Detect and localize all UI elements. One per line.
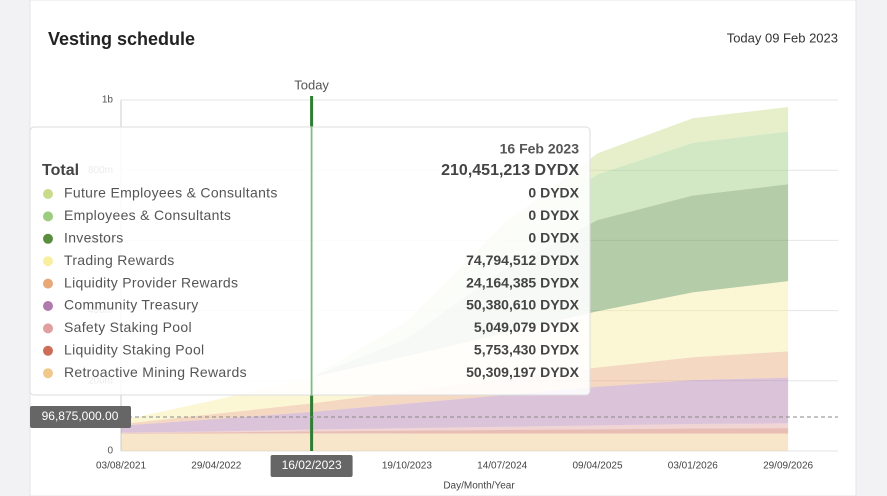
tooltip-value: 5,049,079 DYDX [474, 319, 580, 335]
legend-label: Retroactive Mining Rewards [64, 364, 247, 380]
area [121, 428, 789, 434]
tooltip [29, 126, 591, 396]
tooltip-value: 5,753,430 DYDX [474, 342, 580, 358]
legend-dot [43, 211, 53, 222]
tooltip-value: 24,164,385 DYDX [466, 274, 580, 290]
legend-label: Community Treasury [64, 297, 199, 313]
tooltip-value: 50,380,610 DYDX [466, 297, 580, 313]
x-tick-label: 29/04/2022 [191, 461, 241, 472]
y-tick-label: 0 [107, 446, 113, 457]
legend-dot [43, 368, 53, 379]
area [121, 107, 789, 421]
area [121, 184, 789, 421]
x-axis-label: Day/Month/Year [443, 481, 515, 492]
x-tick-label: 14/07/2024 [477, 461, 527, 472]
tooltip-value: 50,309,197 DYDX [466, 364, 580, 380]
legend-dot [43, 301, 53, 311]
crosshair-x-label: 16/02/2023 [282, 458, 342, 472]
tooltip-value: 74,794,512 DYDX [466, 252, 580, 268]
legend-dot [43, 256, 53, 267]
legend-label: Liquidity Staking Pool [64, 342, 204, 358]
x-tick-label: 09/04/2025 [572, 461, 622, 472]
legend-label: Future Employees & Consultants [64, 185, 278, 201]
overlay: Today 16 Feb 2023 Total 210,451,213 DYDX Ret… [29, 77, 838, 477]
tooltip-total-label: Total [42, 162, 79, 179]
legend-dot [43, 323, 53, 334]
crosshair-y-box [30, 405, 131, 428]
legend-dot [43, 278, 53, 289]
today-date: Today 09 Feb 2023 [727, 30, 838, 45]
legend-label: Trading Rewards [64, 252, 175, 268]
legend-dot [43, 345, 53, 356]
tooltip-value: 0 DYDX [528, 185, 579, 201]
legend-label: Liquidity Provider Rewards [64, 274, 238, 290]
x-tick-label: 29/09/2026 [763, 461, 813, 472]
tooltip-total: 210,451,213 DYDX [441, 162, 579, 179]
area [121, 131, 789, 421]
crosshair-x-box [270, 455, 353, 477]
legend-dot [43, 189, 53, 199]
today-label: Today [294, 77, 329, 92]
area [121, 433, 789, 451]
y-tick-label: 1b [102, 95, 114, 106]
x-tick-label: 03/08/2021 [96, 461, 146, 472]
crosshair-y-label: 96,875,000.00 [42, 409, 119, 423]
x-tick-label: 19/10/2023 [382, 461, 432, 472]
tooltip-date: 16 Feb 2023 [500, 141, 580, 157]
legend-label: Employees & Consultants [64, 207, 231, 223]
legend-dot [43, 233, 53, 244]
card-title: Vesting schedule [48, 29, 195, 49]
legend-label: Safety Staking Pool [64, 319, 192, 335]
tooltip-value: 0 DYDX [528, 207, 579, 223]
tooltip-value: 0 DYDX [528, 230, 579, 246]
x-tick-label: 03/01/2026 [668, 461, 718, 472]
area [121, 377, 789, 433]
area [121, 423, 789, 434]
legend-label: Investors [64, 230, 124, 246]
